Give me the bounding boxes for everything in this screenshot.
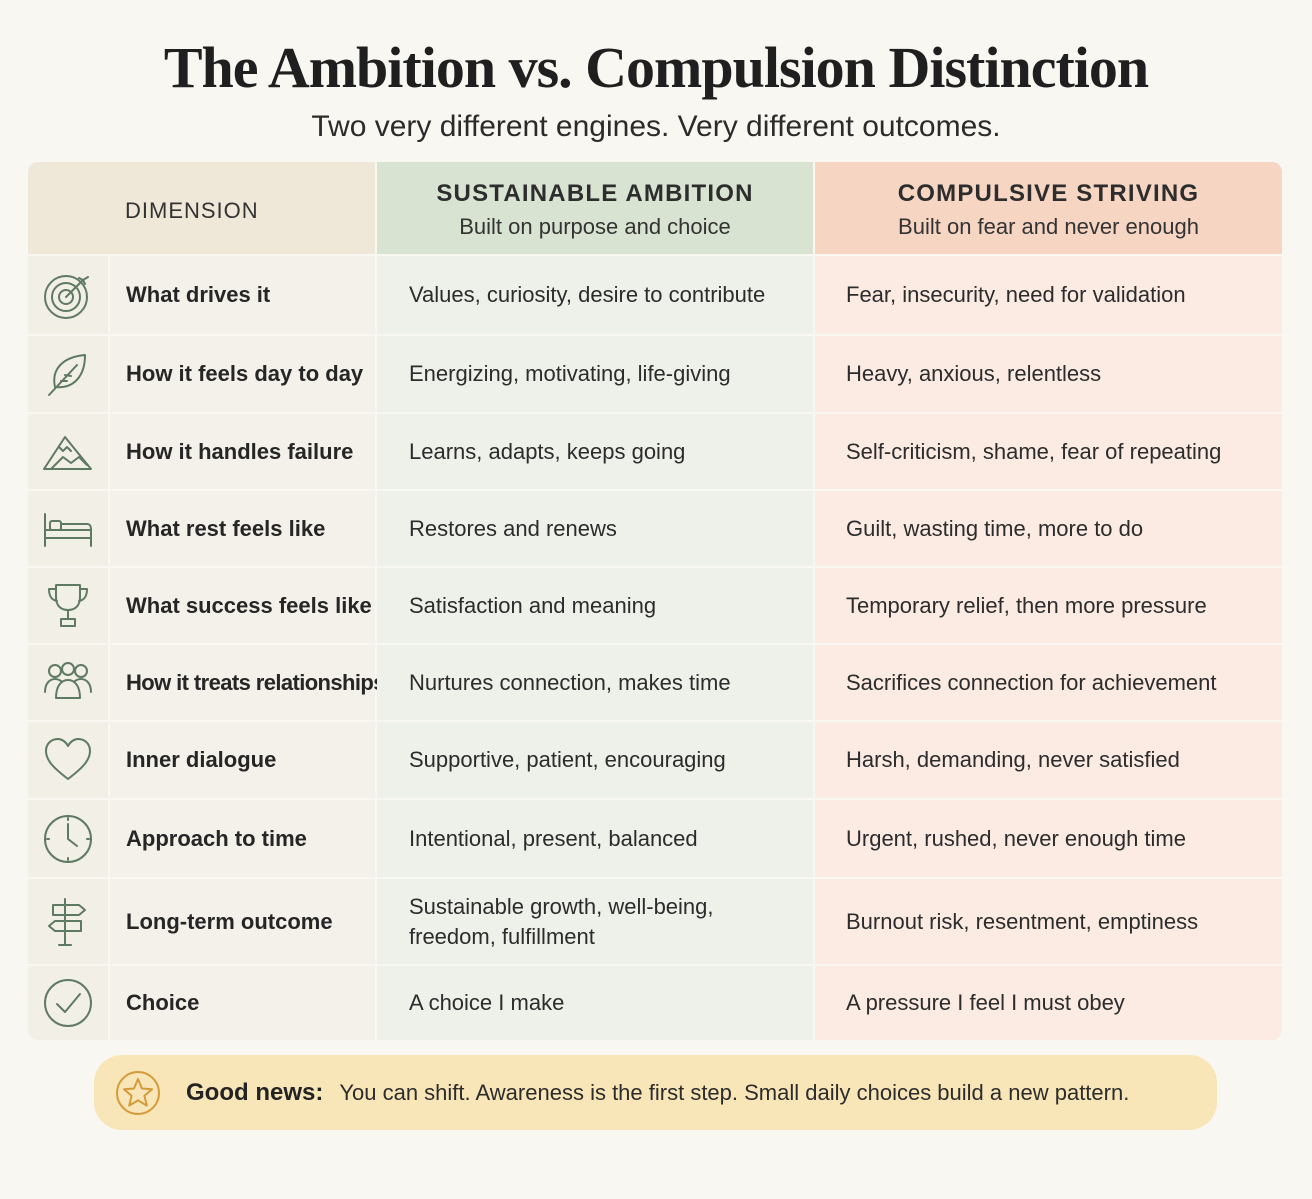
heart-icon [28,722,108,798]
table-row: What drives it Values, curiosity, desire… [28,256,1282,334]
comparison-table: DIMENSION SUSTAINABLE AMBITION Built on … [28,162,1282,1040]
header-ambition-title: SUSTAINABLE AMBITION [436,180,754,207]
row-compulsion: Burnout risk, resentment, emptiness [815,879,1282,964]
row-ambition: Sustainable growth, well-being, freedom,… [377,879,813,964]
table-row: Approach to time Intentional, present, b… [28,800,1282,877]
target-icon [28,256,108,334]
bed-icon [28,491,108,566]
row-ambition: Intentional, present, balanced [377,800,813,877]
table-row: How it handles failure Learns, adapts, k… [28,414,1282,489]
table-row: Long-term outcome Sustainable growth, we… [28,879,1282,964]
row-ambition: Supportive, patient, encouraging [377,722,813,798]
row-ambition: Energizing, motivating, life-giving [377,336,813,412]
row-ambition: Values, curiosity, desire to contribute [377,256,813,334]
check-circle-icon [28,966,108,1040]
row-dimension: What drives it [110,256,375,334]
row-dimension: What rest feels like [110,491,375,566]
row-compulsion: Fear, insecurity, need for validation [815,256,1282,334]
row-dimension: Inner dialogue [110,722,375,798]
row-dimension: What success feels like [110,568,375,643]
row-compulsion: Urgent, rushed, never enough time [815,800,1282,877]
row-compulsion: Harsh, demanding, never satisfied [815,722,1282,798]
mountain-icon [28,414,108,489]
header-compulsion-title: COMPULSIVE STRIVING [897,180,1200,207]
good-news-banner: Good news: You can shift. Awareness is t… [94,1055,1217,1130]
row-dimension: How it treats relationships [110,645,385,720]
header-dimension: DIMENSION [28,162,375,254]
signpost-icon [28,879,108,964]
row-compulsion: A pressure I feel I must obey [815,966,1282,1040]
table-row: Choice A choice I make A pressure I feel… [28,966,1282,1040]
table-row: What rest feels like Restores and renews… [28,491,1282,566]
row-ambition: Nurtures connection, makes time [377,645,813,720]
row-dimension: Long-term outcome [110,879,375,964]
header-compulsion: COMPULSIVE STRIVING Built on fear and ne… [815,162,1282,254]
row-compulsion: Temporary relief, then more pressure [815,568,1282,643]
trophy-icon [28,568,108,643]
table-row: How it feels day to day Energizing, moti… [28,336,1282,412]
row-ambition: Restores and renews [377,491,813,566]
row-ambition: A choice I make [377,966,813,1040]
row-dimension: Choice [110,966,375,1040]
row-ambition: Satisfaction and meaning [377,568,813,643]
header-dimension-label: DIMENSION [125,198,259,223]
row-ambition: Learns, adapts, keeps going [377,414,813,489]
row-compulsion: Guilt, wasting time, more to do [815,491,1282,566]
table-row: Inner dialogue Supportive, patient, enco… [28,722,1282,798]
header-compulsion-subtitle: Built on fear and never enough [898,214,1199,239]
page-title: The Ambition vs. Compulsion Distinction [163,35,1149,100]
leaf-icon [28,336,108,412]
table-row: How it treats relationships Nurtures con… [28,645,1282,720]
header-ambition: SUSTAINABLE AMBITION Built on purpose an… [377,162,813,254]
row-dimension: How it handles failure [110,414,375,489]
clock-icon [28,800,108,877]
banner-text: You can shift. Awareness is the first st… [339,1079,1130,1105]
banner-label: Good news: [186,1078,324,1106]
table-row: What success feels like Satisfaction and… [28,568,1282,643]
row-dimension: How it feels day to day [110,336,375,412]
header-ambition-subtitle: Built on purpose and choice [459,214,731,239]
row-compulsion: Heavy, anxious, relentless [815,336,1282,412]
row-compulsion: Self-criticism, shame, fear of repeating [815,414,1282,489]
page-subtitle: Two very different engines. Very differe… [311,110,1001,143]
row-dimension: Approach to time [110,800,375,877]
people-icon [28,645,108,720]
row-compulsion: Sacrifices connection for achievement [815,645,1282,720]
star-icon [116,1070,160,1115]
